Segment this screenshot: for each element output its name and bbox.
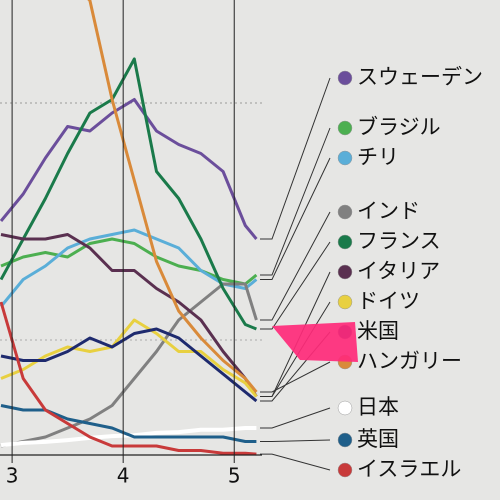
legend-marker	[337, 432, 353, 448]
leader-line	[260, 439, 331, 442]
legend: スウェーデンブラジルチリインドフランスイタリアドイツ米国ハンガリー日本英国イスラ…	[260, 65, 483, 481]
legend-label: ブラジル	[357, 115, 441, 139]
legend-marker	[337, 150, 353, 166]
x-tick-label: 4	[117, 464, 130, 488]
leader-line	[260, 127, 331, 276]
legend-marker	[337, 264, 353, 280]
legend-label: スウェーデン	[357, 65, 483, 89]
legend-label: フランス	[357, 229, 441, 253]
x-tick-label: 5	[228, 464, 241, 488]
legend-marker	[337, 294, 353, 310]
legend-marker	[337, 234, 353, 250]
legend-label: ハンガリー	[357, 349, 462, 373]
legend-marker	[337, 400, 353, 416]
legend-marker	[337, 120, 353, 136]
leader-line	[260, 361, 331, 393]
series-line	[0, 282, 258, 448]
series-line	[0, 301, 257, 456]
legend-marker	[337, 204, 353, 220]
series-line	[0, 237, 258, 286]
legend-label: イタリア	[357, 259, 440, 283]
legend-label: ドイツ	[357, 289, 420, 313]
plot-area	[0, 0, 258, 456]
series-line	[0, 98, 258, 240]
series-line	[0, 318, 258, 398]
leader-line	[260, 241, 331, 330]
leader-line	[260, 77, 331, 240]
pink-smear	[272, 322, 358, 362]
series-line	[87, 0, 258, 393]
leader-line	[260, 211, 331, 321]
x-tick-label: 3	[6, 464, 19, 488]
legend-label: 米国	[357, 319, 399, 343]
legend-marker	[337, 462, 353, 478]
series-line	[0, 426, 257, 448]
legend-label: チリ	[357, 145, 399, 169]
legend-label: インド	[357, 199, 420, 223]
leader-line	[260, 407, 331, 429]
series-line	[0, 57, 257, 331]
series-line	[0, 233, 258, 398]
legend-label: 英国	[357, 427, 399, 451]
legend-marker	[337, 70, 353, 86]
series-line	[0, 327, 258, 403]
leader-line	[260, 157, 331, 280]
legend-label: 日本	[357, 395, 399, 419]
legend-label: イスラエル	[357, 457, 461, 481]
leader-line	[260, 453, 331, 471]
